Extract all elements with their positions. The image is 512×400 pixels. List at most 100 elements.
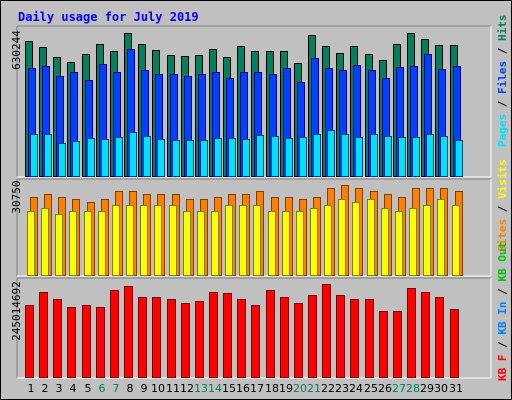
bar-kb-f-day-14 xyxy=(209,292,218,378)
bar-kb-f-day-29 xyxy=(421,292,430,378)
bar-pages-day-8 xyxy=(129,132,137,177)
legend-pages: Pages xyxy=(496,113,509,147)
bar-kb-f-day-23 xyxy=(336,295,345,378)
legend-separator: / xyxy=(496,199,509,219)
bar-visits-day-13 xyxy=(197,211,205,276)
bar-pages-day-12 xyxy=(186,140,194,177)
bar-kb-f-day-13 xyxy=(195,301,204,378)
bar-visits-day-26 xyxy=(381,208,389,276)
bar-pages-day-22 xyxy=(327,130,335,177)
bar-pages-day-20 xyxy=(299,137,307,177)
bar-kb-f-day-19 xyxy=(280,297,289,378)
bar-visits-day-18 xyxy=(268,211,276,276)
x-tick-day-22: 22 xyxy=(321,382,335,395)
bar-visits-day-21 xyxy=(310,208,318,276)
bar-pages-day-10 xyxy=(157,139,165,177)
bar-pages-day-29 xyxy=(426,134,434,177)
bar-pages-day-15 xyxy=(228,138,236,177)
bar-kb-f-day-5 xyxy=(82,305,91,378)
bar-pages-day-3 xyxy=(58,143,66,177)
bar-pages-day-27 xyxy=(398,137,406,177)
bar-pages-day-24 xyxy=(355,137,363,177)
bar-visits-day-1 xyxy=(27,211,35,276)
x-tick-day-13: 13 xyxy=(194,382,208,395)
bar-visits-day-17 xyxy=(253,205,261,276)
x-tick-day-20: 20 xyxy=(293,382,307,395)
bar-visits-day-23 xyxy=(338,199,346,276)
x-tick-day-7: 7 xyxy=(112,382,120,395)
bar-visits-day-25 xyxy=(367,199,375,276)
x-tick-day-21: 21 xyxy=(307,382,321,395)
legend-separator: / xyxy=(496,281,509,302)
x-tick-day-10: 10 xyxy=(151,382,165,395)
bar-kb-f-day-6 xyxy=(96,307,105,378)
x-tick-day-19: 19 xyxy=(279,382,293,395)
legend-kb-in: KB In xyxy=(496,301,509,335)
bar-visits-day-11 xyxy=(169,205,177,276)
x-tick-day-18: 18 xyxy=(265,382,279,395)
bar-pages-day-16 xyxy=(242,139,250,177)
bar-kb-f-day-11 xyxy=(167,299,176,378)
x-tick-day-16: 16 xyxy=(236,382,250,395)
bar-pages-day-11 xyxy=(172,140,180,177)
bar-pages-day-23 xyxy=(341,134,349,177)
x-tick-day-4: 4 xyxy=(69,382,77,395)
visits-panel-max-label: 30750 xyxy=(10,180,23,214)
bar-kb-f-day-25 xyxy=(365,299,374,378)
legend-separator: / xyxy=(496,334,509,355)
x-tick-day-17: 17 xyxy=(250,382,264,395)
bar-pages-day-9 xyxy=(143,136,151,177)
bar-kb-f-day-22 xyxy=(322,284,331,378)
x-tick-day-3: 3 xyxy=(55,382,63,395)
legend-separator: / xyxy=(496,41,509,61)
bar-pages-day-5 xyxy=(87,138,95,177)
bar-pages-day-31 xyxy=(455,140,463,177)
bar-visits-day-3 xyxy=(55,214,63,276)
bar-visits-day-5 xyxy=(84,211,92,276)
x-tick-day-28: 28 xyxy=(406,382,420,395)
bar-kb-f-day-8 xyxy=(124,286,133,378)
legend-hits-files-pages: Pages / Files / Hits xyxy=(496,15,510,148)
bar-kb-f-day-20 xyxy=(294,303,303,378)
bar-visits-day-24 xyxy=(352,202,360,276)
bar-visits-day-10 xyxy=(154,205,162,276)
bar-kb-f-day-3 xyxy=(53,299,62,378)
legend-hits: Hits xyxy=(496,14,509,42)
bar-visits-day-4 xyxy=(69,211,77,276)
bar-pages-day-13 xyxy=(200,140,208,177)
bar-kb-f-day-9 xyxy=(138,297,147,378)
bar-visits-day-12 xyxy=(183,211,191,276)
bar-kb-f-day-17 xyxy=(251,305,260,378)
legend-separator: / xyxy=(496,94,509,114)
bar-kb-f-day-12 xyxy=(181,303,190,378)
bar-pages-day-14 xyxy=(214,138,222,177)
bar-kb-f-day-31 xyxy=(450,309,459,378)
bar-pages-day-2 xyxy=(44,134,52,177)
bar-pages-day-1 xyxy=(30,134,38,177)
x-tick-day-15: 15 xyxy=(222,382,236,395)
bar-pages-day-25 xyxy=(370,134,378,177)
x-tick-day-8: 8 xyxy=(126,382,134,395)
x-tick-day-12: 12 xyxy=(180,382,194,395)
bar-kb-f-day-24 xyxy=(350,299,359,378)
x-tick-day-14: 14 xyxy=(208,382,222,395)
bar-visits-day-15 xyxy=(225,205,233,276)
bar-pages-day-26 xyxy=(384,136,392,177)
x-tick-day-9: 9 xyxy=(140,382,148,395)
bar-pages-day-19 xyxy=(285,138,293,177)
bar-visits-day-9 xyxy=(140,205,148,276)
kb-panel-max-label: 245014692 xyxy=(10,281,23,341)
bar-kb-f-day-27 xyxy=(393,311,402,378)
chart-title: Daily usage for July 2019 xyxy=(18,10,199,24)
bar-visits-day-8 xyxy=(126,205,134,276)
legend-kb-f: KB F xyxy=(496,354,509,382)
x-tick-day-2: 2 xyxy=(41,382,49,395)
x-tick-day-29: 29 xyxy=(420,382,434,395)
bar-visits-day-14 xyxy=(211,211,219,276)
bar-pages-day-21 xyxy=(313,134,321,177)
x-tick-day-27: 27 xyxy=(392,382,406,395)
bar-visits-day-28 xyxy=(409,208,417,276)
legend-files: Files xyxy=(496,60,509,94)
bar-pages-day-4 xyxy=(72,141,80,177)
bar-visits-day-19 xyxy=(282,211,290,276)
